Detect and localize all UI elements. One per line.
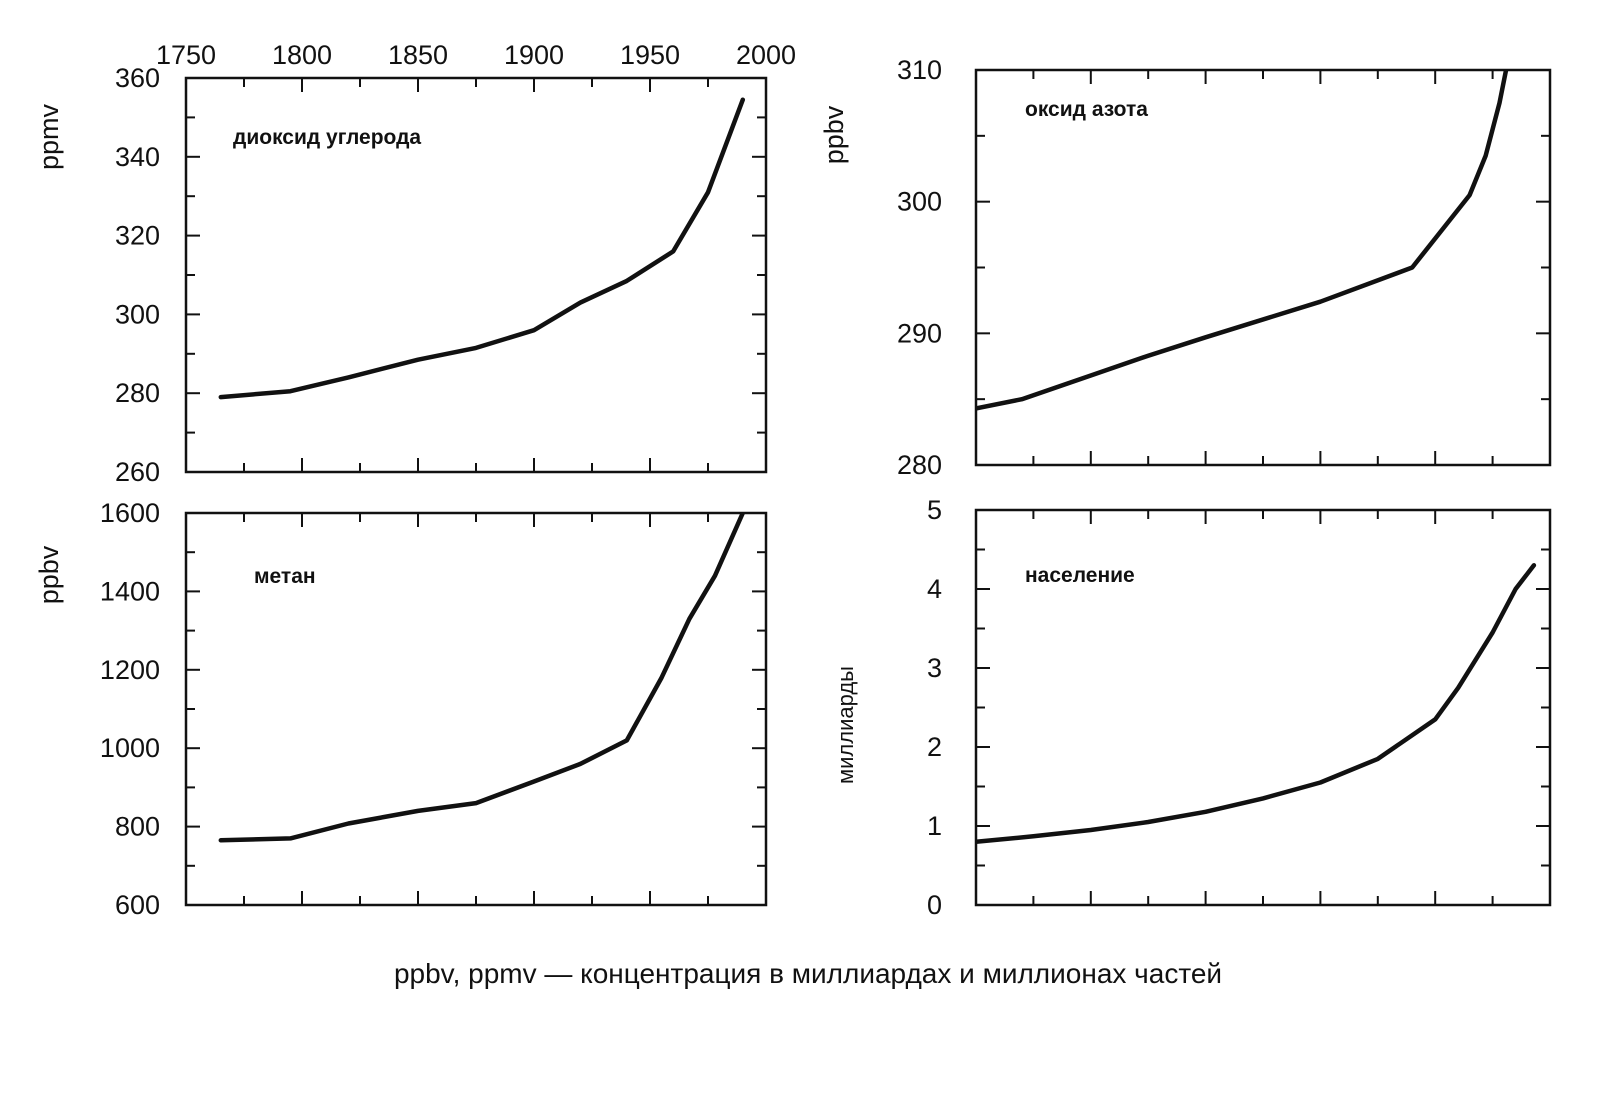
panel-title: оксид азота (1025, 98, 1148, 121)
y-tick-label: 1600 (100, 498, 160, 528)
y-tick-label: 280 (115, 378, 160, 408)
y-tick-label: 360 (115, 63, 160, 93)
y-tick-label: 290 (897, 318, 942, 348)
panel-title: диоксид углерода (233, 126, 421, 149)
y-tick-label: 300 (115, 299, 160, 329)
y-tick-label: 1400 (100, 576, 160, 606)
series-line (218, 513, 746, 843)
series-line (976, 563, 1537, 845)
x-tick-label: 1800 (272, 40, 332, 70)
y-tick-label: 1 (927, 811, 942, 841)
y-axis-label: ppbv (34, 545, 64, 604)
y-tick-label: 260 (115, 457, 160, 487)
x-tick-label: 1750 (156, 40, 216, 70)
y-tick-label: 320 (115, 221, 160, 251)
y-axis-label: миллиарды (833, 666, 858, 784)
panel-title: население (1025, 564, 1135, 587)
y-tick-label: 800 (115, 812, 160, 842)
y-tick-label: 1200 (100, 655, 160, 685)
y-axis-label: ppbv (819, 105, 849, 164)
plot-frame (974, 68, 1552, 467)
x-tick-label: 1950 (620, 40, 680, 70)
panel-title: метан (254, 565, 316, 588)
figure-caption: ppbv, ppmv — концентрация в миллиардах и… (393, 958, 1223, 989)
x-tick-label: 1900 (504, 40, 564, 70)
y-tick-label: 310 (897, 55, 942, 85)
y-tick-label: 4 (927, 574, 942, 604)
y-tick-label: 600 (115, 890, 160, 920)
x-tick-label: 2000 (736, 40, 796, 70)
y-tick-label: 2 (927, 732, 942, 762)
series-line (218, 97, 746, 400)
y-tick-label: 3 (927, 653, 942, 683)
y-tick-label: 1000 (100, 733, 160, 763)
chart-panel-4: 0 1 2 3 4 5 миллиарды население (833, 495, 1552, 920)
y-axis-label: ppmv (34, 103, 64, 170)
chart-panel-3: 600 800 1000 1200 1400 1600 ppbv метан (34, 498, 768, 920)
y-tick-label: 280 (897, 450, 942, 480)
y-tick-label: 300 (897, 187, 942, 217)
series-line (976, 70, 1509, 411)
y-tick-label: 340 (115, 142, 160, 172)
x-tick-label: 1850 (388, 40, 448, 70)
y-tick-label: 0 (927, 890, 942, 920)
chart-panel-2: 280 290 300 310 ppbv оксид азота (819, 55, 1552, 480)
y-tick-label: 5 (927, 495, 942, 525)
